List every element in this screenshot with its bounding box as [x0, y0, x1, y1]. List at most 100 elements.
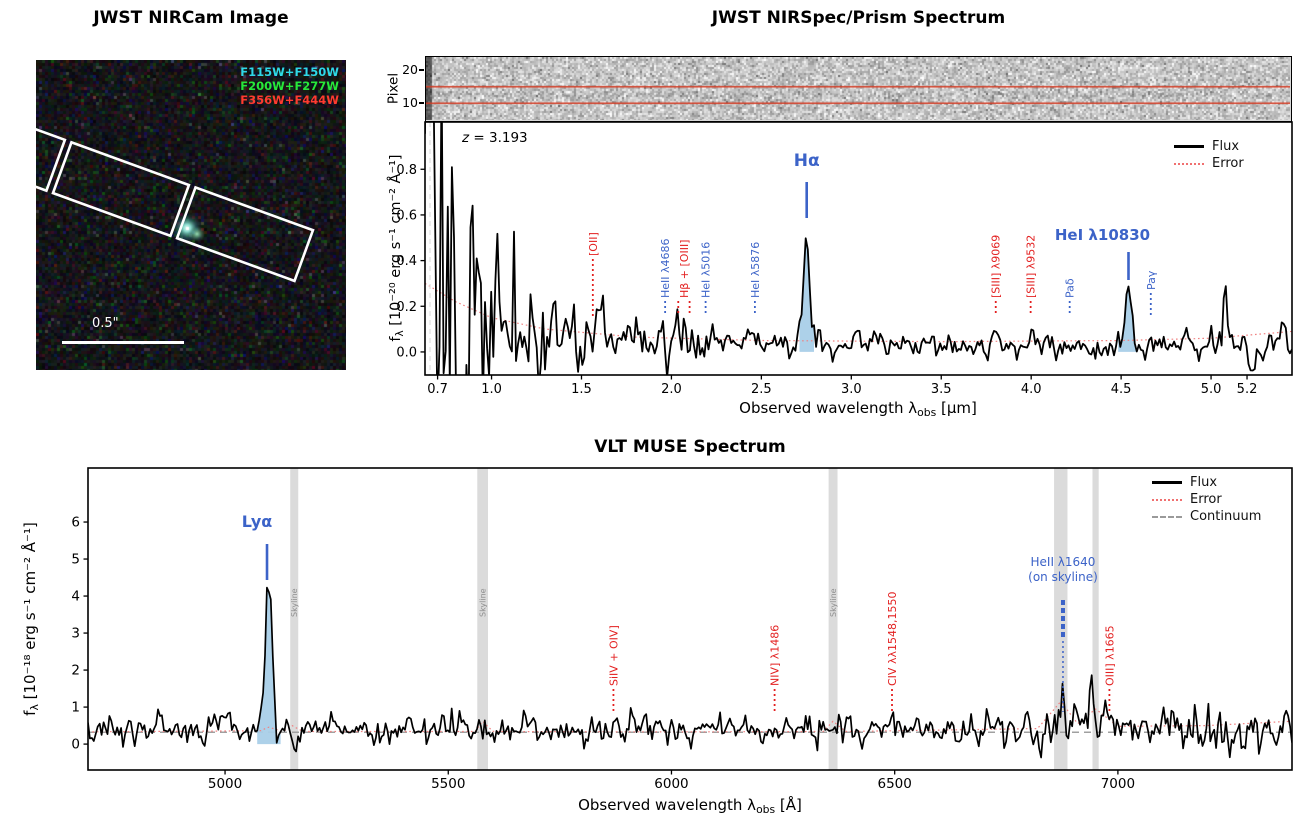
emission-line-siii-9532: [SIII] λ9532: [1025, 235, 1038, 316]
filter-labels: F115W+F150W F200W+F277W F356W+F444W: [240, 65, 339, 107]
legend-item-error: Error: [1152, 491, 1261, 508]
legend-label-flux: Flux: [1212, 139, 1240, 154]
x-tick-label: 6500: [878, 776, 912, 792]
x-tick-label: 7000: [1101, 776, 1135, 792]
legend-label-continuum: Continuum: [1190, 509, 1262, 524]
x-tick-label: 4.5: [1111, 382, 1132, 397]
svg-text:OIII] λ1665: OIII] λ1665: [1103, 625, 1116, 686]
legend-item-continuum: Continuum: [1152, 508, 1261, 525]
skyline-label: Skyline: [290, 588, 299, 617]
y-tick-label: 0.0: [396, 345, 417, 360]
svg-text:[OII]: [OII]: [587, 232, 600, 256]
y-tick-label: 0: [71, 737, 80, 753]
legend-label-error: Error: [1190, 492, 1222, 507]
filter-label-blue: F115W+F150W: [240, 65, 339, 79]
emission-line-pa: Paδ: [1064, 278, 1077, 316]
svg-text:HeI λ5016: HeI λ5016: [700, 242, 713, 298]
strip-tick-label-20: 20: [402, 62, 418, 77]
redshift-label: z = 3.193: [462, 130, 528, 146]
svg-text:HeI λ10830: HeI λ10830: [1055, 226, 1150, 244]
x-tick-label: 2.5: [751, 382, 772, 397]
continuum-line-sample: [1152, 515, 1182, 518]
muse-panel-title: VLT MUSE Spectrum: [594, 437, 786, 457]
legend-label-error: Error: [1212, 156, 1244, 171]
svg-text:Lyα: Lyα: [242, 512, 273, 531]
axes-frame: [424, 121, 1293, 376]
emission-line-ly: Lyα: [242, 512, 273, 580]
msa-shutter-2: [51, 140, 191, 238]
svg-text:NIV] λ1486: NIV] λ1486: [769, 625, 782, 686]
skyline-band: Skyline: [290, 468, 299, 770]
nirspec-1d-plot: 0.7 1.0 1.5 2.0 2.5 3.0 3.5 4.0 4.5 5.0 5.2 0.0 0.2 0…: [387, 121, 1293, 418]
x-tick-label: 5500: [431, 776, 465, 792]
nirspec-legend: Flux Error: [1174, 138, 1244, 172]
x-tick-label: 3.5: [931, 382, 952, 397]
scale-bar: [62, 341, 184, 344]
x-tick-label: 2.0: [661, 382, 682, 397]
nircam-image: [36, 60, 346, 370]
skyline-label: Skyline: [829, 588, 838, 617]
x-tick-label: 5000: [208, 776, 242, 792]
emission-line-oii: [OII]: [587, 232, 600, 316]
legend-item-flux: Flux: [1174, 138, 1244, 155]
spectrum-2d-strip: [426, 57, 1290, 120]
msa-shutter-1: [36, 95, 67, 193]
emission-line-pa: Paγ: [1145, 270, 1158, 316]
svg-text:Paγ: Paγ: [1145, 270, 1158, 290]
legend-item-flux: Flux: [1152, 474, 1261, 491]
msa-shutter-3: [175, 185, 315, 283]
svg-text:Hβ + [OIII]: Hβ + [OIII]: [678, 240, 691, 298]
emission-line-niv-1486: NIV] λ1486: [769, 625, 782, 714]
error-line-sample: [1174, 162, 1204, 165]
x-axis-label: Observed wavelength λobs [Å]: [578, 795, 802, 816]
flux-series: [425, 122, 1292, 375]
emission-line-hei-5876: HeI λ5876: [749, 242, 762, 316]
scale-bar-label: 0.5": [92, 316, 119, 331]
nircam-image-panel: F115W+F150W F200W+F277W F356W+F444W 0.5": [36, 60, 346, 370]
msa-slit-overlay: [36, 95, 315, 283]
x-axis-label: Observed wavelength λobs [μm]: [739, 399, 977, 418]
svg-text:HeII λ1640: HeII λ1640: [1031, 555, 1096, 569]
nircam-panel-title: JWST NIRCam Image: [93, 8, 289, 28]
flux-line-sample: [1152, 481, 1182, 484]
svg-text:CIV λλ1548,1550: CIV λλ1548,1550: [886, 592, 899, 686]
x-tick-label: 5.0: [1201, 382, 1222, 397]
emission-peak-fill: [799, 238, 814, 352]
y-tick-label: 1: [71, 700, 80, 716]
skyline-band: [1092, 468, 1099, 770]
y-axis-label: fλ [10⁻²⁰ erg s⁻¹ cm⁻² Å⁻¹]: [387, 154, 406, 341]
emission-line-heii-1640: HeII λ1640(on skyline): [1028, 555, 1098, 712]
y-tick-label: 5: [71, 552, 80, 568]
svg-text:Hα: Hα: [794, 151, 820, 171]
legend-item-error: Error: [1174, 155, 1244, 172]
svg-text:(on skyline): (on skyline): [1028, 570, 1098, 584]
svg-text:[SIII] λ9069: [SIII] λ9069: [990, 235, 1003, 298]
emission-line-h-oiii: Hβ + [OIII]: [677, 240, 691, 316]
x-tick-label: 0.7: [427, 382, 448, 397]
y-tick-label: 0.6: [396, 208, 417, 223]
svg-text:Paδ: Paδ: [1064, 278, 1077, 298]
x-tick-label: 1.5: [571, 382, 592, 397]
strip-tickmark-10: [419, 102, 424, 104]
x-tick-label: 5.2: [1237, 382, 1258, 397]
emission-line-oiii-1665: OIII] λ1665: [1103, 625, 1116, 714]
x-tick-label: 1.0: [481, 382, 502, 397]
y-tick-label: 2: [71, 663, 80, 679]
emission-line-h: Hα: [794, 151, 820, 218]
emission-line-civ-1548-1550: CIV λλ1548,1550: [886, 592, 899, 714]
filter-label-red: F356W+F444W: [240, 93, 339, 107]
svg-text:SiIV + OIV]: SiIV + OIV]: [607, 625, 620, 686]
svg-text:HeI λ5876: HeI λ5876: [749, 242, 762, 298]
emission-line-siii-9069: [SIII] λ9069: [990, 235, 1003, 316]
emission-line-hei-5016: HeI λ5016: [700, 242, 713, 316]
strip-tickmark-20: [419, 69, 424, 71]
x-tick-label: 6000: [654, 776, 688, 792]
legend-label-flux: Flux: [1190, 475, 1218, 490]
y-tick-label: 4: [71, 589, 80, 605]
y-tick-label: 0.2: [396, 300, 417, 315]
y-tick-label: 3: [71, 626, 80, 642]
emission-line-siiv-oiv: SiIV + OIV]: [607, 625, 620, 714]
emission-peak-fill: [257, 587, 281, 745]
axis-ticks: 5000 5500 6000 6500 7000 0 1 2 3 4 5 6: [71, 515, 1135, 792]
